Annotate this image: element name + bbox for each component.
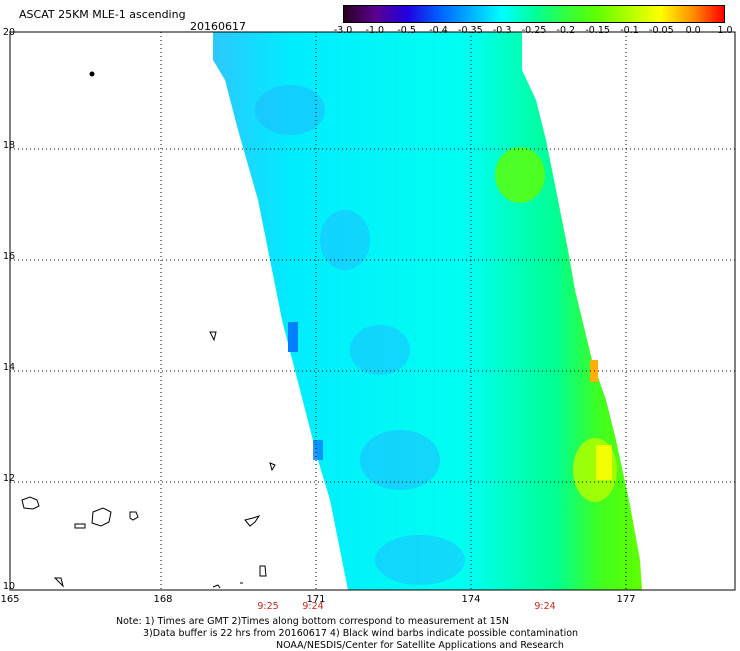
map-date: 20160617 (190, 20, 246, 33)
lat-label: 14 (3, 362, 16, 373)
time-label: 9:25 (257, 601, 279, 612)
colorbar-tick-label: 1.0 (717, 25, 733, 36)
colorbar (343, 5, 725, 23)
colorbar-tick-label: -0.5 (397, 25, 416, 36)
lon-label: 177 (616, 594, 636, 605)
colorbar-tick-label: -0.25 (521, 25, 547, 36)
swath-patch (375, 535, 465, 585)
colorbar-tick-label: -0.2 (556, 25, 576, 36)
colorbar-tick-label: -0.05 (649, 25, 674, 36)
colorbar-tick-label: -1.0 (365, 25, 385, 36)
lon-label: 171 (306, 594, 326, 605)
colorbar-tick-label: -0.4 (429, 25, 448, 36)
swath-patch (320, 210, 370, 270)
footnote-line-3: NOAA/NESDIS/Center for Satellite Applica… (276, 640, 564, 651)
colorbar-tick-label: -0.35 (458, 25, 483, 36)
time-label: 9:24 (302, 601, 324, 612)
swath-patch (313, 440, 323, 460)
swath-patch (255, 85, 325, 135)
map-grid (10, 32, 735, 590)
lat-label: 20 (3, 27, 16, 38)
lat-label: 10 (3, 581, 16, 592)
lon-label: 174 (461, 594, 481, 605)
lat-label: 12 (3, 473, 16, 484)
islands (21, 71, 276, 589)
colorbar-tick-label: -3.0 (333, 25, 353, 36)
colorbar-tick-label: 0.0 (685, 25, 701, 36)
footnote-line-1: Note: 1) Times are GMT 2)Times along bot… (116, 616, 509, 627)
swath-patch (288, 322, 298, 352)
map-frame (9, 31, 736, 591)
lat-label: 16 (3, 251, 16, 262)
colorbar-tick-label: -0.3 (492, 25, 512, 36)
swath-patch (360, 430, 440, 490)
lon-label: 165 (0, 594, 20, 605)
footnote-line-2: 3)Data buffer is 22 hrs from 20160617 4)… (143, 628, 579, 639)
lat-label: 18 (3, 140, 16, 151)
swath-patch (495, 147, 545, 203)
swath-patch (350, 325, 410, 375)
colorbar-tick-label: -0.15 (585, 25, 610, 36)
colorbar-tick-label: -0.1 (620, 25, 639, 36)
lon-label: 168 (153, 594, 173, 605)
time-label: 9:24 (534, 601, 556, 612)
swath-patch (596, 445, 612, 480)
map-title: ASCAT 25KM MLE-1 ascending (19, 8, 186, 21)
